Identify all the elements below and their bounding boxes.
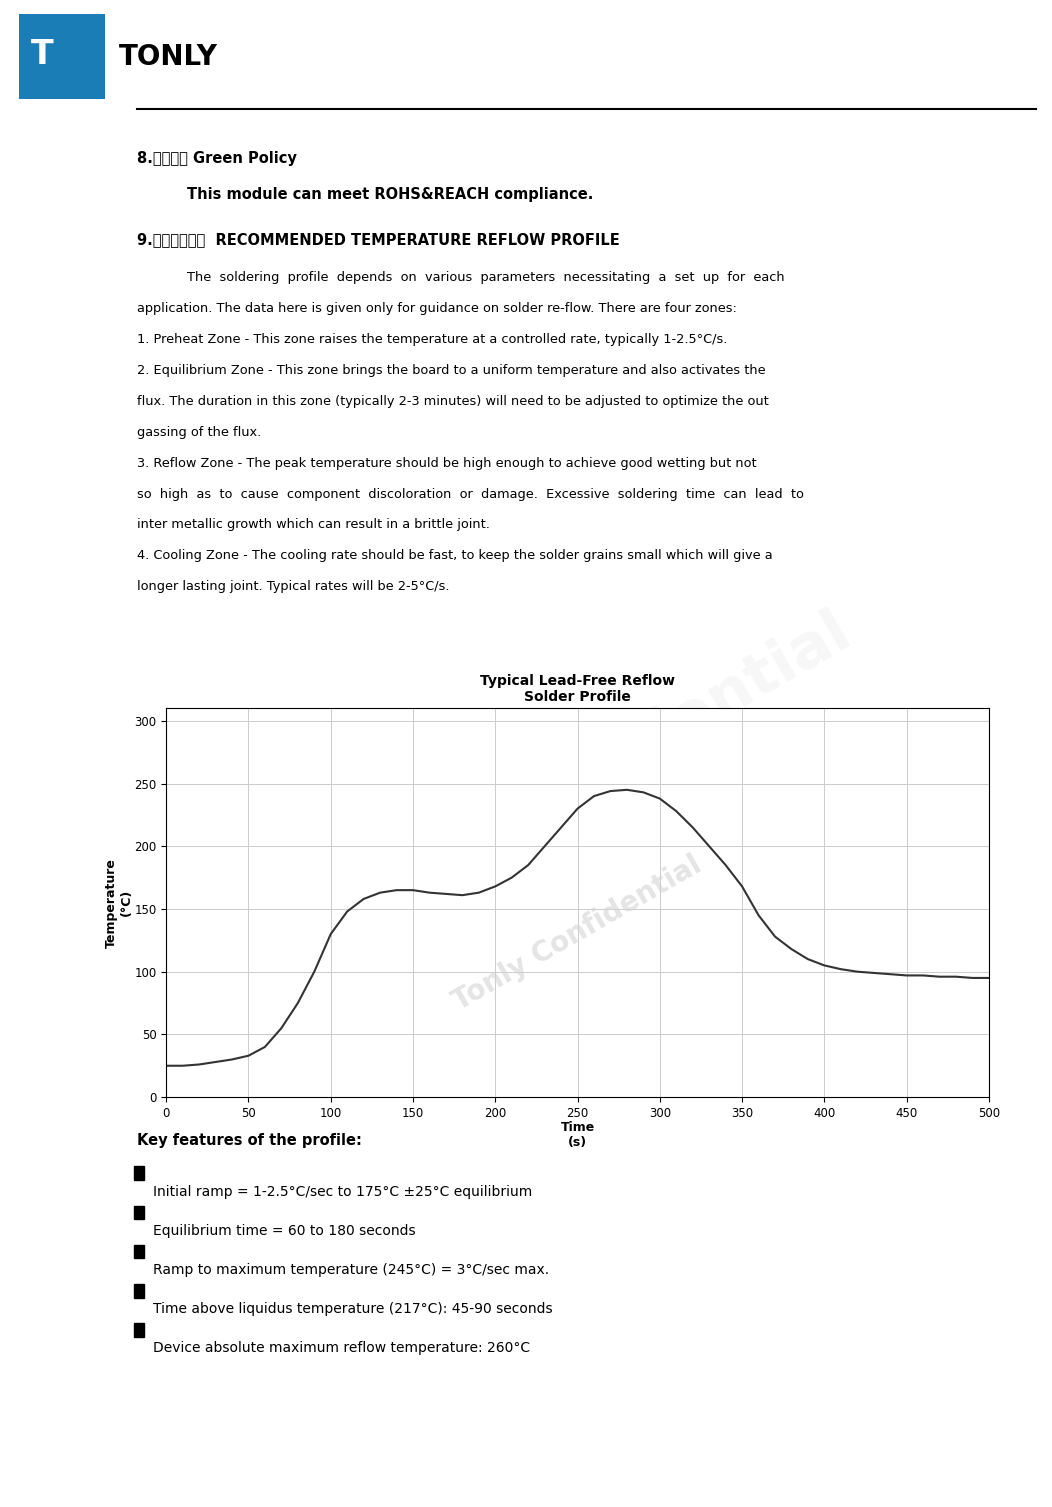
Bar (134, 1245, 144, 1258)
Text: 9.推荐过炉温度  RECOMMENDED TEMPERATURE REFLOW PROFILE: 9.推荐过炉温度 RECOMMENDED TEMPERATURE REFLOW … (137, 232, 620, 247)
Text: Device absolute maximum reflow temperature: 260°C: Device absolute maximum reflow temperatu… (153, 1341, 529, 1355)
Text: Initial ramp = 1-2.5°C/sec to 175°C ±25°C equilibrium: Initial ramp = 1-2.5°C/sec to 175°C ±25°… (153, 1185, 532, 1198)
Text: 3. Reflow Zone - The peak temperature should be high enough to achieve good wett: 3. Reflow Zone - The peak temperature sh… (137, 457, 756, 470)
Text: The  soldering  profile  depends  on  various  parameters  necessitating  a  set: The soldering profile depends on various… (187, 271, 785, 285)
Text: 8.环保声明 Green Policy: 8.环保声明 Green Policy (137, 151, 297, 166)
Text: Tonly Confidential: Tonly Confidential (296, 603, 862, 964)
Text: longer lasting joint. Typical rates will be 2-5°C/s.: longer lasting joint. Typical rates will… (137, 580, 449, 594)
Text: inter metallic growth which can result in a brittle joint.: inter metallic growth which can result i… (137, 518, 489, 532)
Text: Time above liquidus temperature (217°C): 45-90 seconds: Time above liquidus temperature (217°C):… (153, 1302, 552, 1316)
Text: 1. Preheat Zone - This zone raises the temperature at a controlled rate, typical: 1. Preheat Zone - This zone raises the t… (137, 333, 727, 347)
Text: This module can meet ROHS&REACH compliance.: This module can meet ROHS&REACH complian… (187, 187, 593, 202)
Text: TONLY: TONLY (119, 44, 218, 71)
Text: Equilibrium time = 60 to 180 seconds: Equilibrium time = 60 to 180 seconds (153, 1224, 416, 1237)
Text: Tonly Confidential: Tonly Confidential (448, 851, 707, 1017)
Bar (134, 1206, 144, 1219)
Title: Typical Lead-Free Reflow
Solder Profile: Typical Lead-Free Reflow Solder Profile (480, 674, 675, 704)
Text: Key features of the profile:: Key features of the profile: (137, 1133, 362, 1148)
Text: application. The data here is given only for guidance on solder re-flow. There a: application. The data here is given only… (137, 303, 736, 315)
Bar (134, 1284, 144, 1298)
Bar (134, 1166, 144, 1180)
Text: gassing of the flux.: gassing of the flux. (137, 426, 261, 439)
Text: T: T (31, 38, 54, 71)
Text: Ramp to maximum temperature (245°C) = 3°C/sec max.: Ramp to maximum temperature (245°C) = 3°… (153, 1263, 549, 1276)
X-axis label: Time
(s): Time (s) (561, 1121, 594, 1150)
Text: so  high  as  to  cause  component  discoloration  or  damage.  Excessive  solde: so high as to cause component discolorat… (137, 488, 804, 500)
Text: flux. The duration in this zone (typically 2-3 minutes) will need to be adjusted: flux. The duration in this zone (typical… (137, 395, 769, 408)
Text: 4. Cooling Zone - The cooling rate should be fast, to keep the solder grains sma: 4. Cooling Zone - The cooling rate shoul… (137, 550, 772, 562)
Bar (134, 1323, 144, 1337)
Text: 2. Equilibrium Zone - This zone brings the board to a uniform temperature and al: 2. Equilibrium Zone - This zone brings t… (137, 365, 766, 377)
FancyBboxPatch shape (19, 14, 105, 99)
Y-axis label: Temperature
(°C): Temperature (°C) (105, 857, 133, 948)
